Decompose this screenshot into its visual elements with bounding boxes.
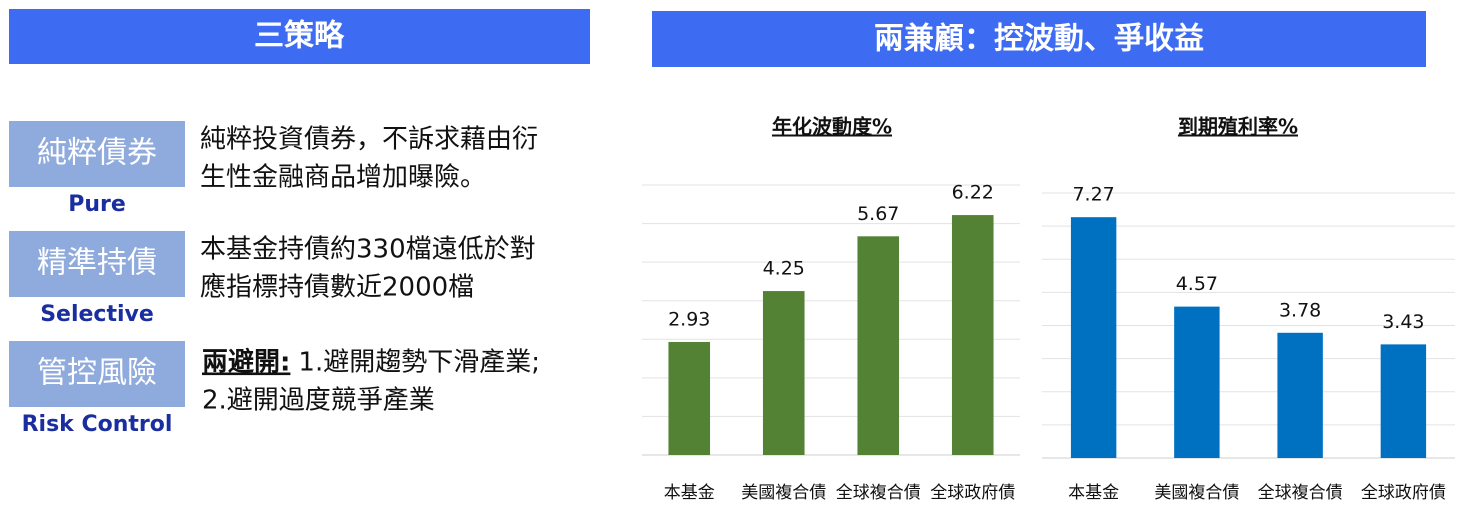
value-label: 7.27	[1072, 184, 1114, 206]
strategy-sub: Risk Control	[22, 412, 173, 437]
strategy-sub: Selective	[40, 302, 154, 327]
bar	[762, 291, 805, 455]
strategy-text: 應指標持債數近2000檔	[200, 273, 474, 303]
x-tick-label: 美國複合債	[1154, 483, 1239, 503]
strategy-text: 2.避開過度競爭產業	[202, 386, 435, 416]
strategy-text: 1.避開趨勢下滑產業;	[298, 348, 540, 378]
strategy-sub: Pure	[68, 192, 126, 217]
bar	[1070, 217, 1117, 458]
x-tick-label: 全球政府債	[1361, 483, 1446, 503]
left-header-bar	[9, 9, 590, 64]
value-label: 3.78	[1279, 299, 1321, 321]
value-label: 2.93	[668, 308, 710, 330]
value-label: 3.43	[1382, 311, 1424, 333]
value-label: 4.25	[763, 258, 805, 280]
bar	[857, 236, 900, 455]
chart-title: 年化波動度%	[772, 115, 892, 139]
strategy-box	[9, 121, 185, 187]
x-tick-label: 全球政府債	[930, 483, 1015, 503]
chart-title: 到期殖利率%	[1178, 115, 1298, 139]
strategy-box	[9, 341, 185, 407]
bar	[668, 341, 711, 455]
x-tick-label: 全球複合債	[1258, 483, 1343, 503]
x-tick-label: 全球複合債	[836, 483, 921, 503]
strategy-text: 本基金持債約330檔遠低於對	[200, 235, 536, 265]
left-header: 三策略	[254, 19, 345, 54]
right-header-bar	[652, 11, 1426, 67]
x-tick-label: 美國複合債	[741, 483, 826, 503]
bar	[1174, 306, 1220, 458]
value-label: 6.22	[952, 182, 994, 204]
x-tick-label: 本基金	[664, 483, 715, 503]
bar	[1277, 332, 1323, 458]
strategy-label: 純粹債券	[37, 136, 157, 171]
value-label: 5.67	[857, 203, 899, 225]
strategy-text: 生性金融商品增加曝險。	[200, 163, 486, 193]
x-tick-label: 本基金	[1068, 483, 1119, 503]
strategy-text: 純粹投資債券，不訴求藉由衍	[200, 125, 538, 155]
strategy-label: 管控風險	[37, 356, 157, 391]
bar	[951, 215, 994, 455]
strategy-lead: 兩避開:	[202, 347, 290, 378]
strategy-label: 精準持債	[37, 246, 157, 281]
strategy-box	[9, 231, 185, 297]
value-label: 4.57	[1176, 273, 1218, 295]
bar	[1380, 344, 1427, 458]
right-header: 兩兼顧：控波動、爭收益	[874, 22, 1204, 57]
